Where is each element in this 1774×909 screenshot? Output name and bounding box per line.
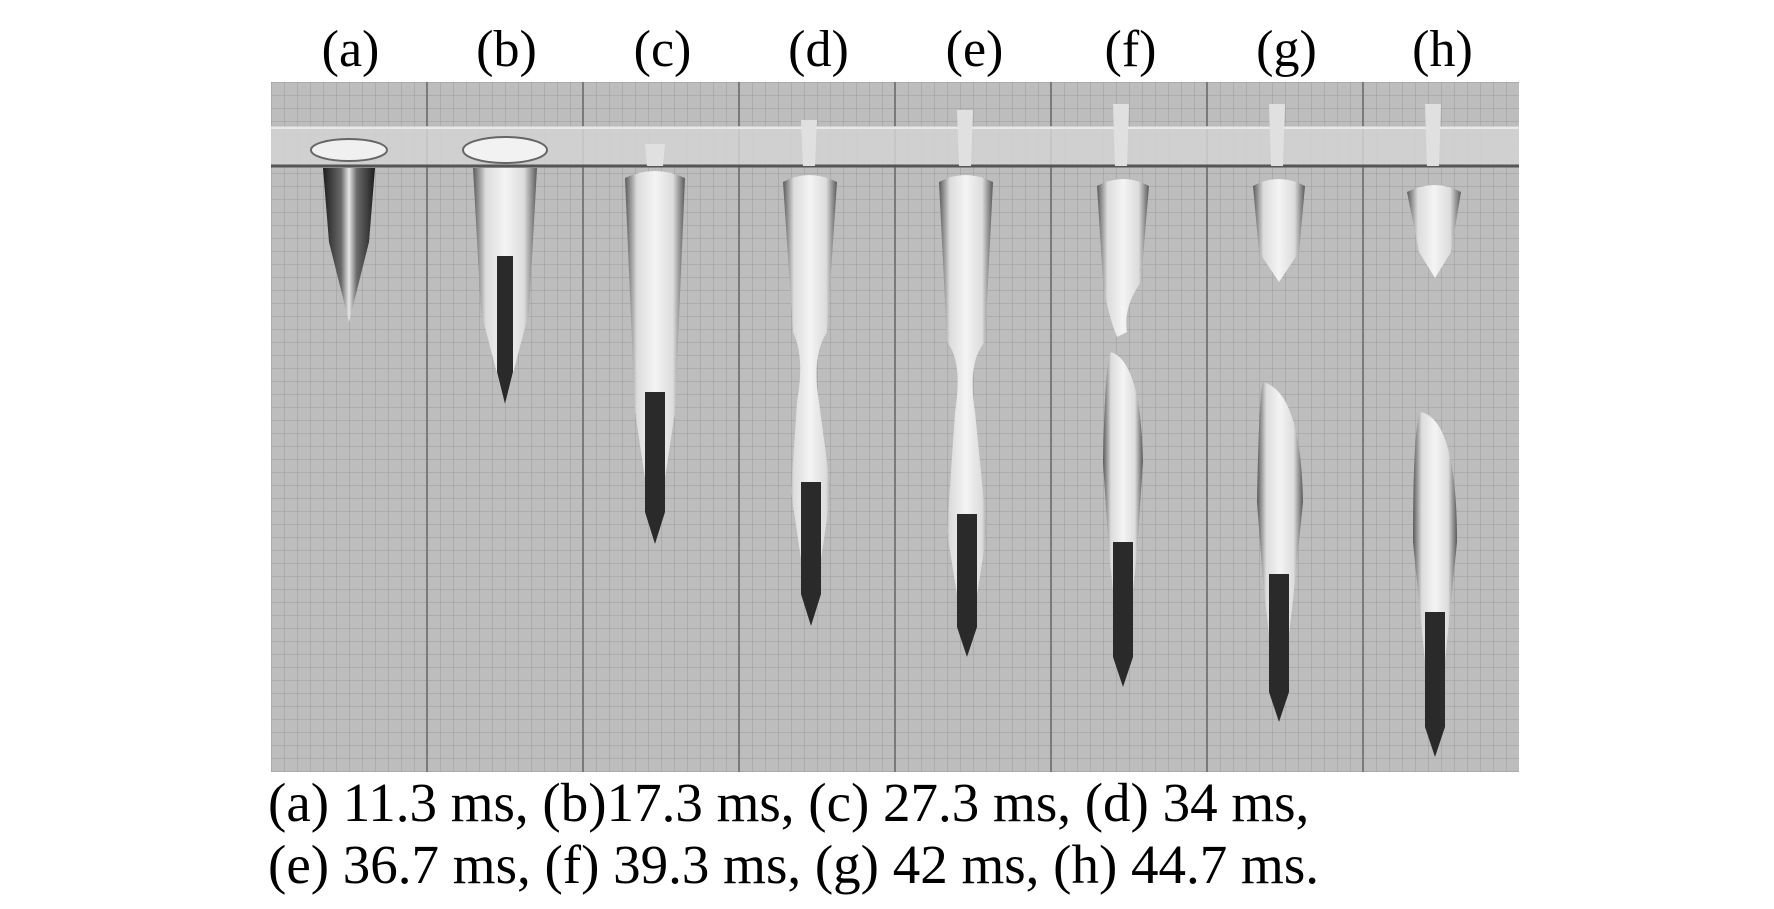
projectile-c	[625, 144, 685, 544]
projectile-g	[1253, 104, 1305, 722]
water-entry-photo-sequence	[271, 82, 1519, 772]
projectile-d	[783, 120, 837, 626]
panel-label-a: (a)	[321, 21, 380, 78]
projectile-h	[1407, 104, 1461, 757]
water-surface	[271, 126, 1519, 166]
projectile-a	[310, 138, 388, 322]
panel-label-b: (b)	[476, 21, 537, 78]
caption-line-1: (a) 11.3 ms, (b)17.3 ms, (c) 27.3 ms, (d…	[268, 772, 1310, 833]
projectile-b	[462, 136, 548, 404]
panel-labels: (a) (b) (c) (d) (e) (f) (g) (h)	[271, 18, 1519, 82]
panel-seams	[426, 82, 1364, 772]
caption-line-2: (e) 36.7 ms, (f) 39.3 ms, (g) 42 ms, (h)…	[268, 834, 1319, 895]
panel-label-g: (g)	[1256, 21, 1317, 78]
projectile-e	[939, 110, 993, 657]
panel-label-h: (h)	[1412, 21, 1473, 78]
figure-caption: (a) 11.3 ms, (b)17.3 ms, (c) 27.3 ms, (d…	[268, 772, 1568, 896]
panel-label-f: (f)	[1104, 21, 1157, 78]
panel-label-d: (d)	[788, 21, 849, 78]
projectile-f	[1097, 104, 1149, 687]
panel-label-e: (e)	[945, 21, 1004, 78]
panel-label-c: (c)	[633, 21, 692, 78]
